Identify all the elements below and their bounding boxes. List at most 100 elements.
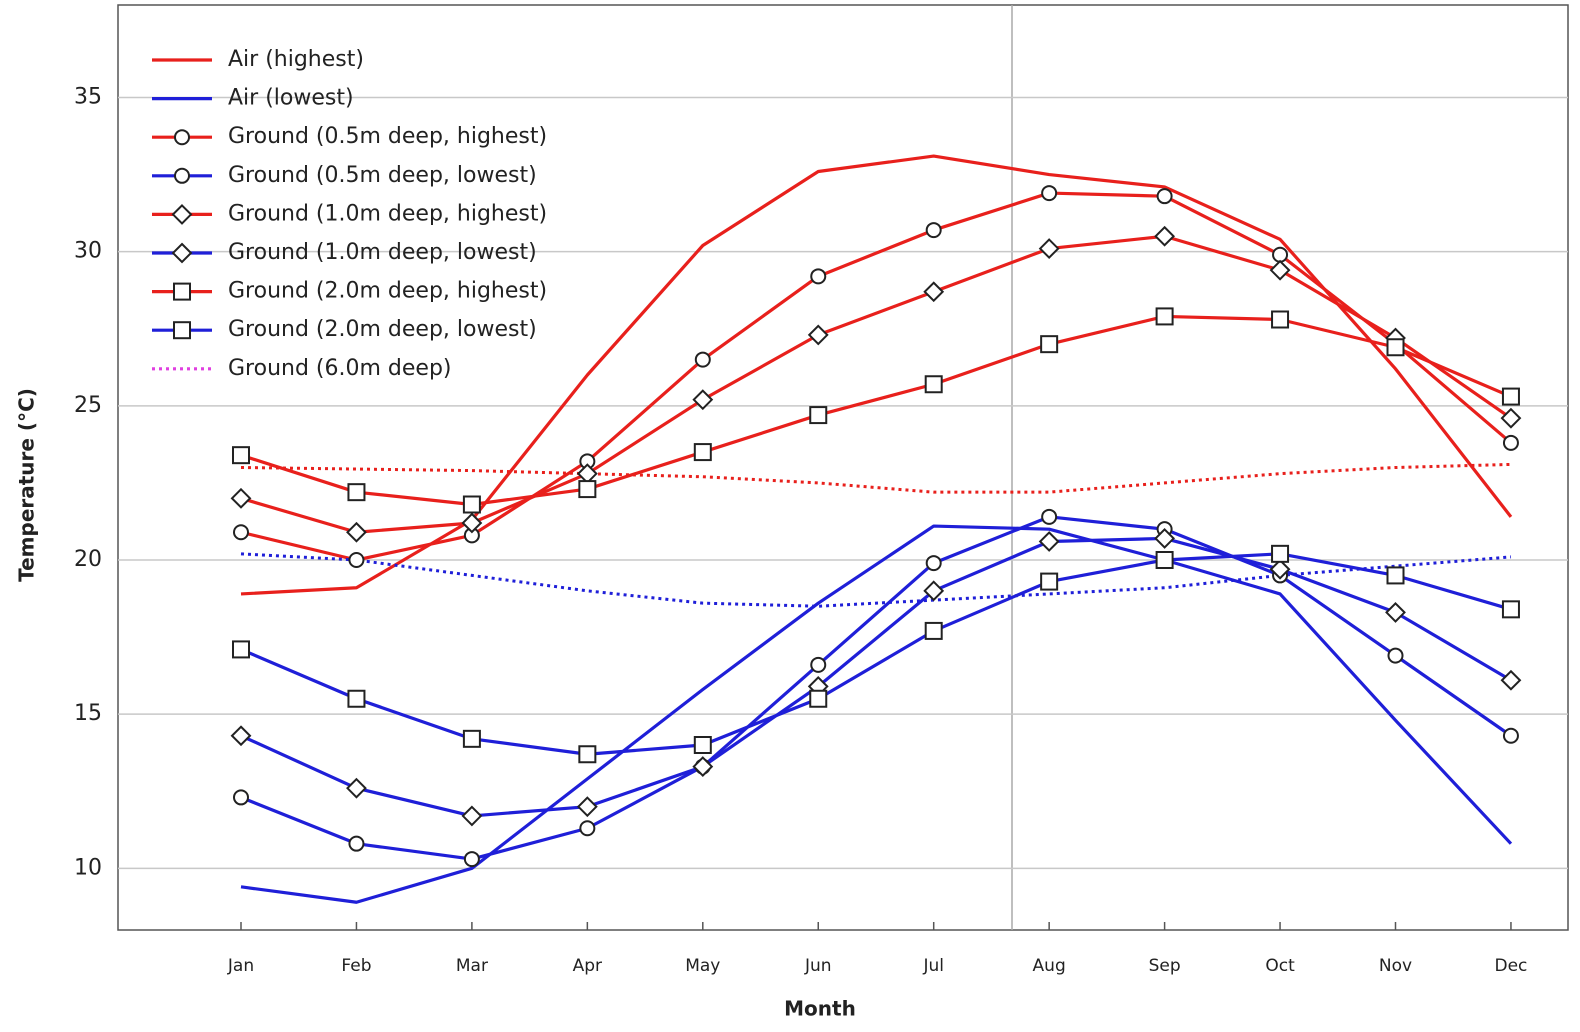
- marker: [230, 725, 252, 747]
- y-tick-label: 35: [74, 85, 102, 110]
- legend-label: Ground (6.0m deep): [228, 356, 452, 381]
- y-axis-label: Temperature (°C): [15, 388, 39, 582]
- marker: [1501, 600, 1520, 619]
- marker: [1385, 602, 1406, 623]
- marker: [348, 552, 365, 568]
- series-line: [240, 462, 1511, 494]
- x-tick-label: Jan: [227, 956, 254, 976]
- marker: [1387, 647, 1404, 664]
- marker: [1502, 434, 1519, 451]
- y-tick-label: 10: [74, 855, 102, 880]
- marker: [233, 789, 249, 806]
- marker: [578, 745, 597, 764]
- marker: [230, 487, 252, 509]
- marker: [461, 512, 483, 534]
- marker: [692, 389, 714, 411]
- marker: [1155, 551, 1174, 569]
- marker: [1500, 669, 1522, 691]
- marker: [693, 443, 712, 462]
- y-tick-label: 30: [74, 239, 102, 264]
- legend-label: Ground (0.5m deep, lowest): [228, 163, 537, 188]
- marker: [346, 777, 367, 799]
- x-tick-label: Nov: [1379, 956, 1412, 976]
- marker: [1041, 508, 1058, 525]
- series-line: [240, 234, 1512, 534]
- marker: [810, 656, 827, 673]
- series-line: [240, 552, 1512, 756]
- x-tick-label: Oct: [1265, 956, 1295, 976]
- legend-marker: [173, 321, 191, 340]
- marker: [1040, 572, 1059, 591]
- marker: [1154, 528, 1176, 549]
- marker: [347, 689, 366, 708]
- markers: [233, 508, 1519, 868]
- x-axis-label: Month: [784, 997, 856, 1021]
- markers: [232, 307, 1520, 514]
- marker: [1154, 225, 1176, 247]
- marker: [1269, 259, 1291, 281]
- marker: [348, 835, 365, 852]
- marker: [1500, 407, 1522, 429]
- marker: [1269, 558, 1291, 580]
- marker: [576, 463, 598, 485]
- plot-frame: [117, 4, 1569, 931]
- marker: [1040, 335, 1059, 354]
- marker: [1038, 238, 1060, 259]
- series-line: [240, 536, 1512, 818]
- y-tick-label: 25: [74, 393, 102, 418]
- marker: [923, 580, 945, 602]
- marker: [1386, 338, 1405, 357]
- series-line: [240, 524, 1513, 904]
- marker: [924, 621, 943, 640]
- marker: [576, 796, 598, 818]
- x-tick-label: Sep: [1149, 956, 1181, 976]
- marker: [579, 820, 596, 837]
- series-line: [240, 552, 1512, 608]
- legend-marker: [173, 282, 191, 301]
- marker: [809, 406, 828, 425]
- x-tick-label: Jun: [804, 956, 832, 976]
- legend-marker: [171, 203, 193, 225]
- legend: Air (highest) Air (lowest) Ground (0.5m de…: [152, 47, 547, 381]
- legend-label: Ground (1.0m deep, highest): [228, 201, 547, 226]
- marker: [1271, 310, 1290, 329]
- marker: [346, 521, 367, 543]
- marker: [578, 480, 597, 499]
- x-tick-label: May: [685, 956, 720, 976]
- marker: [463, 851, 480, 868]
- marker: [233, 524, 249, 541]
- markers: [232, 544, 1520, 764]
- markers: [230, 528, 1522, 827]
- marker: [809, 689, 828, 708]
- marker: [694, 351, 711, 368]
- marker: [1155, 307, 1174, 326]
- series-line: [240, 154, 1513, 596]
- x-tick-label: Mar: [456, 956, 488, 976]
- markers: [230, 225, 1522, 543]
- legend-marker: [174, 129, 190, 146]
- marker: [924, 375, 943, 394]
- marker: [810, 268, 827, 285]
- marker: [693, 736, 712, 754]
- legend-label: Ground (0.5m deep, highest): [228, 124, 547, 149]
- marker: [347, 483, 366, 502]
- x-tick-label: Jul: [922, 956, 944, 976]
- legend-marker: [174, 167, 190, 184]
- marker: [925, 222, 942, 239]
- legend-label: Ground (2.0m deep, lowest): [228, 317, 537, 342]
- marker: [1041, 185, 1058, 202]
- marker: [1272, 246, 1289, 263]
- marker: [1386, 566, 1405, 585]
- marker: [232, 446, 250, 465]
- x-tick-label: Apr: [573, 956, 602, 976]
- marker: [1156, 188, 1173, 205]
- legend-label: Ground (1.0m deep, lowest): [228, 240, 537, 265]
- marker: [807, 324, 829, 346]
- marker: [925, 555, 942, 572]
- marker: [462, 729, 481, 748]
- marker: [1501, 387, 1520, 406]
- x-tick-label: Feb: [341, 956, 371, 976]
- y-tick-label: 20: [74, 547, 102, 572]
- legend-label: Ground (2.0m deep, highest): [228, 279, 547, 304]
